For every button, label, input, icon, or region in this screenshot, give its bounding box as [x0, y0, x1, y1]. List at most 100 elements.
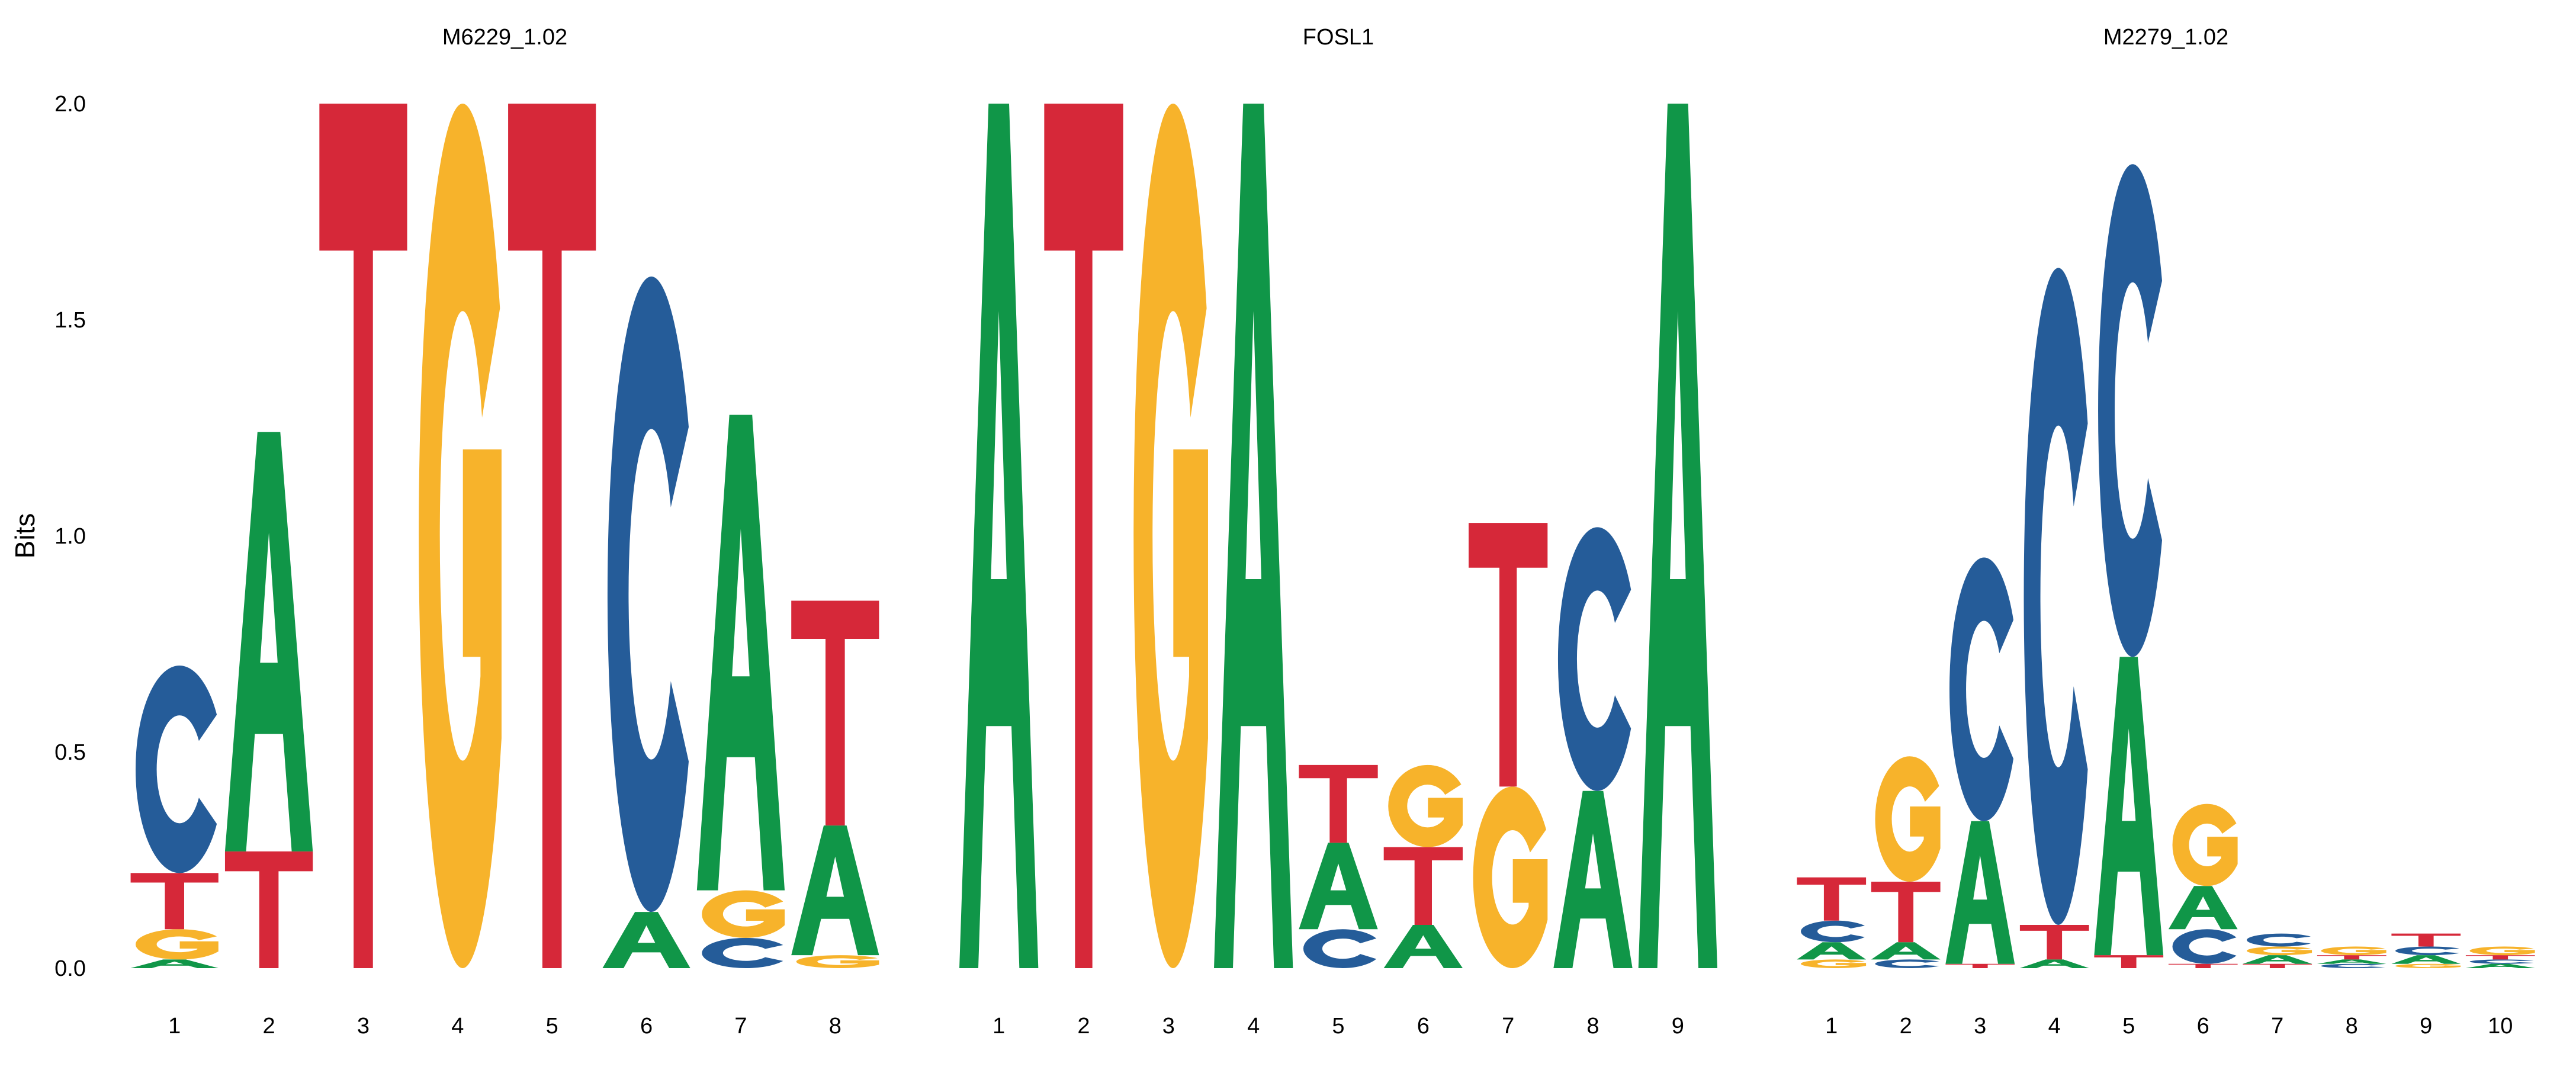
logo-column-7 [696, 414, 785, 968]
letter-G-glyph [2172, 804, 2238, 886]
letter-C-glyph [1557, 527, 1631, 791]
letter-A-glyph [2019, 959, 2089, 968]
logo-panel-3: M2279_1.02 1 2 3 4 5 6 7 8 9 10 [1797, 25, 2535, 1039]
letter-A-glyph [1871, 942, 1941, 960]
logo-column-6 [602, 277, 690, 968]
logo-column-9 [2391, 933, 2461, 968]
logo-letter-T [2465, 955, 2535, 960]
logo-letter-T [2243, 963, 2312, 968]
letter-C-glyph [2395, 946, 2459, 956]
logo-column-7 [1469, 523, 1548, 968]
panel-title: FOSL1 [1303, 25, 1374, 50]
x-tick-label: 9 [1672, 1014, 1684, 1039]
logo-letter-C [136, 666, 217, 873]
logo-column-9 [1638, 104, 1717, 968]
letter-A-glyph [224, 432, 313, 851]
logo-letter-C [2395, 946, 2459, 956]
x-tick-label: 6 [640, 1014, 653, 1039]
letter-G-glyph [2395, 963, 2461, 968]
logo-letter-T [791, 600, 879, 826]
letter-T-glyph [130, 873, 219, 930]
letter-A-glyph [2243, 955, 2312, 964]
letter-T-glyph [2391, 933, 2461, 947]
letter-G-glyph [419, 104, 502, 968]
logo-letter-T [224, 851, 313, 968]
logo-column-3 [319, 104, 407, 968]
logo-letter-C [1875, 959, 1939, 968]
letter-A-glyph [1299, 843, 1378, 930]
letter-T-glyph [2094, 955, 2164, 968]
letter-T-glyph [508, 104, 596, 968]
letter-A-glyph [602, 912, 690, 968]
logo-letter-A [696, 414, 785, 891]
letter-A-glyph [1945, 821, 2015, 964]
logo-letter-A [1383, 925, 1463, 968]
letter-G-glyph [1388, 764, 1463, 847]
letter-G-glyph [1133, 104, 1208, 968]
x-tick-label: 1 [993, 1014, 1005, 1039]
letter-T-glyph [2019, 925, 2089, 960]
x-tick-label: 7 [2271, 1014, 2283, 1039]
x-tick-label: 5 [546, 1014, 558, 1039]
panel-title: M6229_1.02 [442, 25, 567, 50]
logo-letter-C [702, 937, 783, 968]
logo-column-5 [2094, 164, 2164, 968]
letter-A-glyph [2168, 886, 2238, 930]
logo-letter-C [2321, 963, 2385, 968]
logo-letter-G [1473, 786, 1548, 968]
letter-C-glyph [2098, 164, 2162, 657]
letter-T-glyph [2317, 955, 2387, 960]
logo-letter-T [130, 873, 219, 930]
letter-C-glyph [1875, 959, 1939, 968]
x-tick-label: 8 [2346, 1014, 2358, 1039]
letter-A-glyph [791, 825, 879, 956]
logo-letter-G [1133, 104, 1208, 968]
logo-letter-T [319, 104, 407, 968]
letter-T-glyph [224, 851, 313, 968]
x-tick-label: 2 [1077, 1014, 1090, 1039]
letter-A-glyph [1214, 104, 1293, 968]
y-tick-label: 1.5 [54, 308, 86, 333]
logo-column-6 [2168, 804, 2238, 968]
logo-letter-G [2247, 946, 2312, 956]
letter-A-glyph [1553, 790, 1633, 968]
logo-column-2 [1871, 756, 1941, 968]
letter-T-glyph [2243, 963, 2312, 968]
logo-letter-T [1299, 764, 1378, 843]
x-tick-label: 4 [1247, 1014, 1260, 1039]
logo-letter-A [1299, 843, 1378, 930]
letter-C-glyph [2023, 268, 2088, 925]
logo-letter-A [1945, 821, 2015, 964]
x-tick-label: 6 [2197, 1014, 2209, 1039]
logo-letter-G [2469, 946, 2535, 956]
letter-C-glyph [136, 666, 217, 873]
logo-column-2 [1044, 104, 1123, 968]
letter-T-glyph [1383, 847, 1463, 925]
letter-T-glyph [319, 104, 407, 968]
logo-letter-C [1949, 557, 2013, 821]
letter-G-glyph [702, 890, 785, 938]
letter-T-glyph [791, 600, 879, 826]
logo-column-1 [959, 104, 1039, 968]
logo-letter-A [1638, 104, 1717, 968]
x-tick-label: 8 [829, 1014, 841, 1039]
y-tick-label: 0.0 [54, 956, 86, 981]
letter-T-glyph [2168, 963, 2238, 968]
logo-letter-T [2391, 933, 2461, 947]
logo-letter-C [2098, 164, 2162, 657]
logo-column-8 [2317, 946, 2387, 968]
logo-letter-C [1801, 920, 1865, 943]
logo-letter-G [136, 929, 219, 960]
letter-G-glyph [1801, 959, 1867, 968]
y-tick-label: 1.0 [54, 524, 86, 549]
logo-letter-A [2094, 657, 2164, 956]
letter-G-glyph [1875, 756, 1941, 882]
logo-column-3 [1133, 104, 1208, 968]
letter-G-glyph [2247, 946, 2312, 956]
logo-letter-A [2465, 963, 2535, 968]
logo-column-10 [2465, 946, 2535, 968]
x-tick-label: 8 [1586, 1014, 1599, 1039]
letter-C-glyph [2172, 929, 2237, 964]
letter-T-glyph [1044, 104, 1123, 968]
